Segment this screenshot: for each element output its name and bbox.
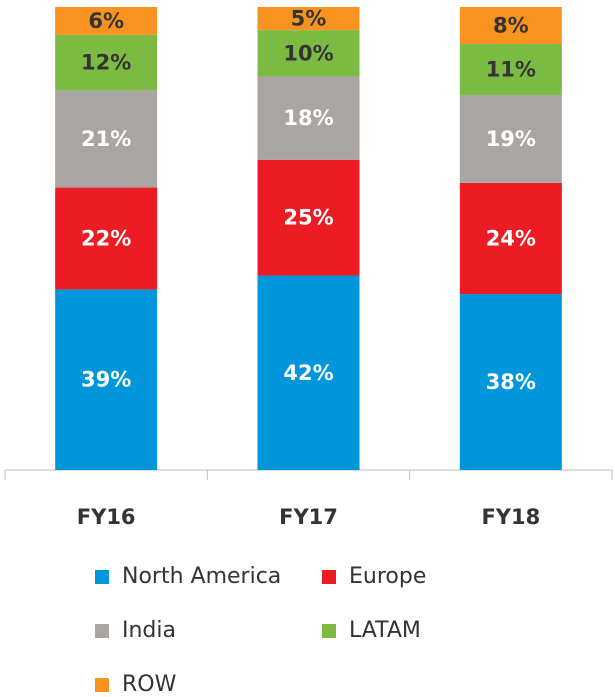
legend-swatch [95, 624, 109, 638]
x-tick-label: FY17 [279, 505, 338, 529]
data-label: 10% [283, 41, 333, 65]
data-label: 5% [291, 7, 327, 31]
bar-segment [55, 289, 158, 470]
legend-label: ROW [122, 672, 177, 697]
data-label: 6% [88, 9, 124, 33]
legend-swatch [322, 570, 336, 584]
data-label: 19% [486, 127, 536, 151]
legend-label: Europe [349, 564, 426, 589]
bar-segment [257, 7, 360, 31]
x-tick-label: FY16 [77, 505, 136, 529]
data-label: 8% [493, 14, 529, 38]
data-label: 42% [283, 361, 333, 385]
legend-swatch [322, 624, 336, 638]
bar-segment [459, 294, 562, 470]
x-tick-label: FY18 [481, 505, 540, 529]
bar-segment [257, 159, 360, 276]
legend-swatch [95, 570, 109, 584]
bar-segment [257, 275, 360, 470]
bar-segment [459, 94, 562, 183]
legend-label: North America [122, 564, 281, 589]
data-label: 39% [81, 368, 131, 392]
legend-label: LATAM [349, 618, 421, 643]
bar-segment [257, 30, 360, 77]
bar-segment [55, 34, 158, 91]
bar-segment [55, 7, 158, 35]
data-label: 11% [486, 58, 536, 82]
data-label: 21% [81, 127, 131, 151]
data-label: 18% [283, 106, 333, 130]
bar-segment [459, 182, 562, 295]
legend-swatch [95, 678, 109, 692]
bar-segment [459, 44, 562, 95]
data-label: 12% [81, 51, 131, 75]
bar-segment [55, 187, 158, 290]
bar-segment [257, 76, 360, 160]
data-label: 22% [81, 227, 131, 251]
bar-segment [55, 90, 158, 188]
data-label: 24% [486, 227, 536, 251]
data-label: 38% [486, 370, 536, 394]
bar-segment [459, 7, 562, 45]
data-label: 25% [283, 206, 333, 230]
legend-label: India [122, 618, 176, 643]
